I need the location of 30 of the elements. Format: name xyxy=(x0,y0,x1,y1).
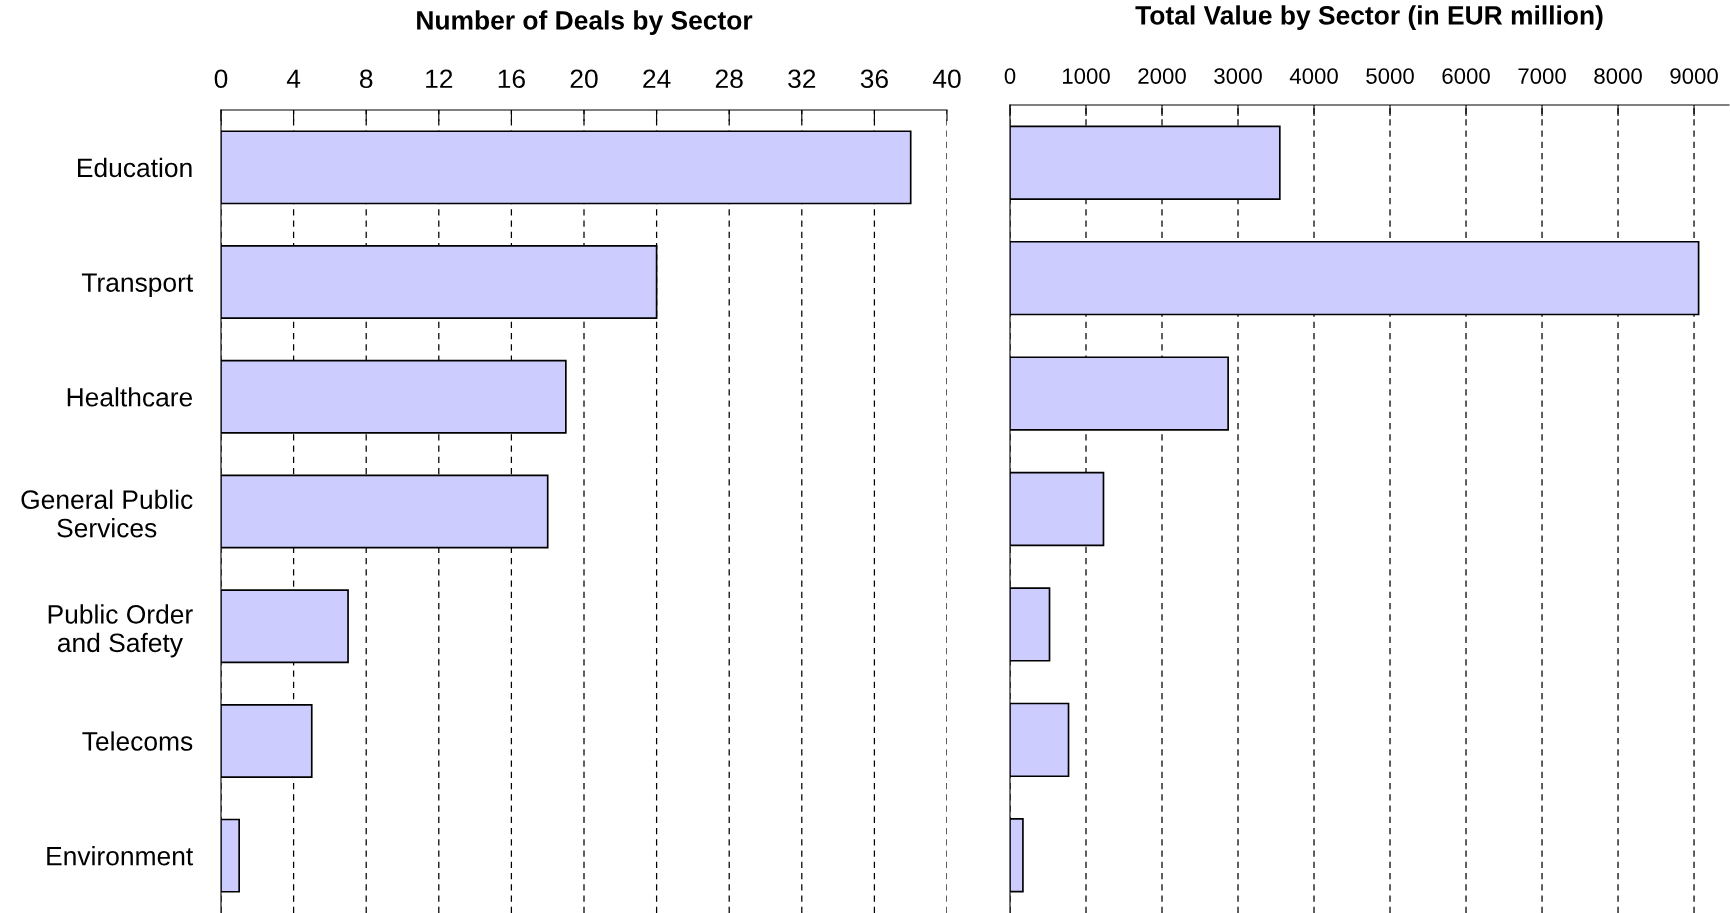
x-tick-label: 4000 xyxy=(1289,68,1338,84)
x-tick-label: 12 xyxy=(426,69,453,88)
y-tick-label: General Public Services xyxy=(21,489,193,538)
y-tick-label: Public Order and Safety xyxy=(48,604,193,658)
x-tick-label: 40 xyxy=(932,69,961,89)
x-tick-label: 20 xyxy=(570,69,598,89)
x-tick-label: 1000 xyxy=(1062,68,1110,84)
x-tick-label: 8000 xyxy=(1594,68,1642,84)
y-tick-label: Healthcare xyxy=(67,387,193,407)
x-tick-label: 16 xyxy=(498,69,525,89)
y-tick-label: Transport xyxy=(81,273,194,298)
x-tick-label: 32 xyxy=(788,69,816,89)
x-tick-label: 2000 xyxy=(1138,68,1186,84)
x-tick-label: 7000 xyxy=(1518,68,1566,84)
x-tick-label: 6000 xyxy=(1442,68,1490,84)
chart-title: Total Value by Sector (in EUR million) xyxy=(1135,5,1603,30)
y-tick-label: Education xyxy=(78,157,192,178)
x-tick-label: 0 xyxy=(214,69,228,89)
x-tick-label: 3000 xyxy=(1214,68,1262,84)
x-tick-label: 0 xyxy=(1004,68,1016,84)
x-tick-label: 5000 xyxy=(1366,68,1414,84)
y-tick-label: Telecoms xyxy=(82,731,193,751)
x-tick-label: 9000 xyxy=(1670,68,1718,84)
x-tick-label: 4 xyxy=(286,69,301,88)
x-tick-label: 28 xyxy=(715,69,743,89)
chart-title: Number of Deals by Sector xyxy=(417,10,753,35)
x-tick-label: 36 xyxy=(860,69,888,89)
y-tick-label: Environment xyxy=(47,846,194,866)
x-tick-label: 8 xyxy=(360,69,373,89)
x-tick-label: 24 xyxy=(643,69,671,88)
